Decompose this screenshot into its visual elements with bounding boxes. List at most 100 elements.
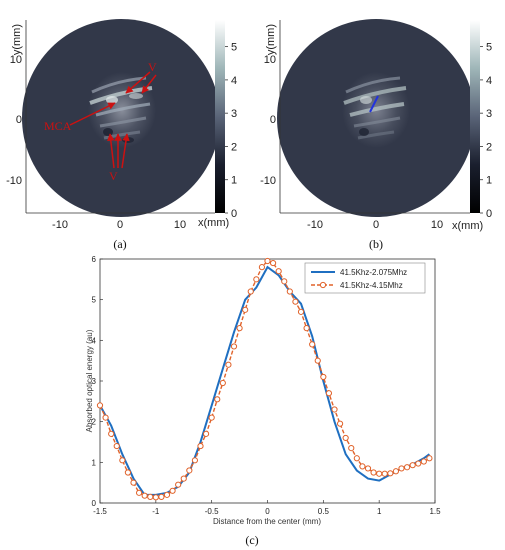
colorbar-b [470,20,480,213]
legend-item-series-1: 41.5Khz-2.075Mhz [340,268,407,277]
colorbar-ticks-b: 5 4 3 2 1 0 [480,42,492,220]
xlabel-b: x(mm) [452,220,483,232]
data-point [253,276,260,283]
data-point [197,442,204,450]
xtick-c-3: 0 [265,507,270,516]
data-point [403,464,411,471]
axis-ticks-c: -1.5 -1 -0.5 0 0.5 1 1.5 0 1 2 3 4 5 6 [92,255,442,516]
data-point [281,278,288,285]
data-point [336,420,344,427]
data-point [225,361,232,368]
brain-texture-a [88,72,156,148]
xtick-c-0: -1.5 [93,507,107,516]
data-point [96,402,104,409]
xtick-c-6: 1.5 [429,507,441,516]
data-point [124,469,132,476]
xtick-c-1: -1 [152,507,160,516]
panel-label-b: (b) [369,237,383,251]
data-point [387,470,394,477]
xtick-a-1: 0 [117,219,123,231]
data-point [409,462,416,469]
colorbar-tick-label: 5 [486,42,492,54]
data-point [264,257,271,265]
colorbar-tick-label: 2 [486,141,492,153]
data-point [381,470,388,477]
annotation-mca: MCA [44,119,72,133]
data-point [342,434,349,442]
colorbar-tick-label: 3 [486,108,492,120]
xtick-a-2: 10 [174,219,186,231]
ytick-c-3: 3 [92,377,97,386]
data-point [286,288,293,295]
data-point [370,469,377,476]
data-point [147,493,154,500]
series-markers-c [96,257,433,501]
data-point [130,479,137,486]
ylabel-a: y(mm) [11,24,23,55]
data-point [325,390,333,397]
data-point [186,467,193,474]
data-point [236,325,243,332]
xtick-c-5: 1 [377,507,382,516]
colorbar-tick-label: 0 [486,208,492,220]
panel-c: -1.5 -1 -0.5 0 0.5 1 1.5 0 1 2 3 4 5 6 Distance from … [85,255,441,547]
xtick-b-0: -10 [307,219,323,231]
data-point [314,357,321,364]
data-point [214,396,221,403]
xlabel-a: x(mm) [198,217,229,229]
ytick-c-5: 5 [92,296,97,305]
data-point [320,373,327,381]
data-point [119,457,126,464]
data-point [102,414,109,421]
data-point [180,475,187,482]
ytick-b-2: -10 [260,175,276,187]
ytick-c-6: 6 [92,255,97,264]
colorbar-tick-label: 1 [486,175,492,187]
data-point [309,341,316,348]
xtick-b-1: 0 [373,219,379,231]
data-point [420,458,427,465]
data-point [269,259,277,267]
ytick-c-2: 2 [92,418,97,427]
data-point [202,430,210,437]
legend-item-series-2: 41.5Khz-4.15Mhz [340,281,403,290]
annotation-v-top: V [148,60,157,74]
data-point [364,465,372,472]
data-point [359,463,366,470]
data-point [113,442,120,450]
data-point [230,343,238,350]
xtick-c-2: -0.5 [205,507,219,516]
data-point [376,470,383,477]
data-point [247,288,254,295]
data-point [353,455,360,462]
ytick-c-4: 4 [92,336,97,345]
data-point [398,465,405,472]
panel-label-a: (a) [113,237,126,251]
colorbar-a [215,20,225,213]
data-point [152,494,159,501]
colorbar-tick-label: 2 [231,141,237,153]
ytick-a-0: 10 [10,54,22,66]
ytick-b-1: 0 [270,114,276,126]
legend-c: 41.5Khz-2.075Mhz 41.5Khz-4.15Mhz [304,262,426,294]
data-point [169,487,176,494]
colorbar-tick-label: 0 [231,208,237,220]
xlabel-c: Distance from the center (mm) [213,517,321,526]
ylabel-c: Absorbed optical energy (au) [85,329,94,432]
plot-frame-c [99,258,436,504]
data-point [258,264,266,271]
data-point [108,430,115,437]
data-point [135,489,143,496]
data-point [392,468,400,475]
data-point [219,379,226,387]
colorbar-tick-label: 5 [231,42,237,54]
data-point [175,481,182,488]
data-point [331,406,338,413]
colorbar-tick-label: 4 [486,75,492,87]
xtick-b-2: 10 [431,219,443,231]
ytick-b-0: 10 [264,54,276,66]
data-point [415,460,422,467]
ytick-a-2: -10 [6,175,22,187]
data-point [191,457,199,464]
